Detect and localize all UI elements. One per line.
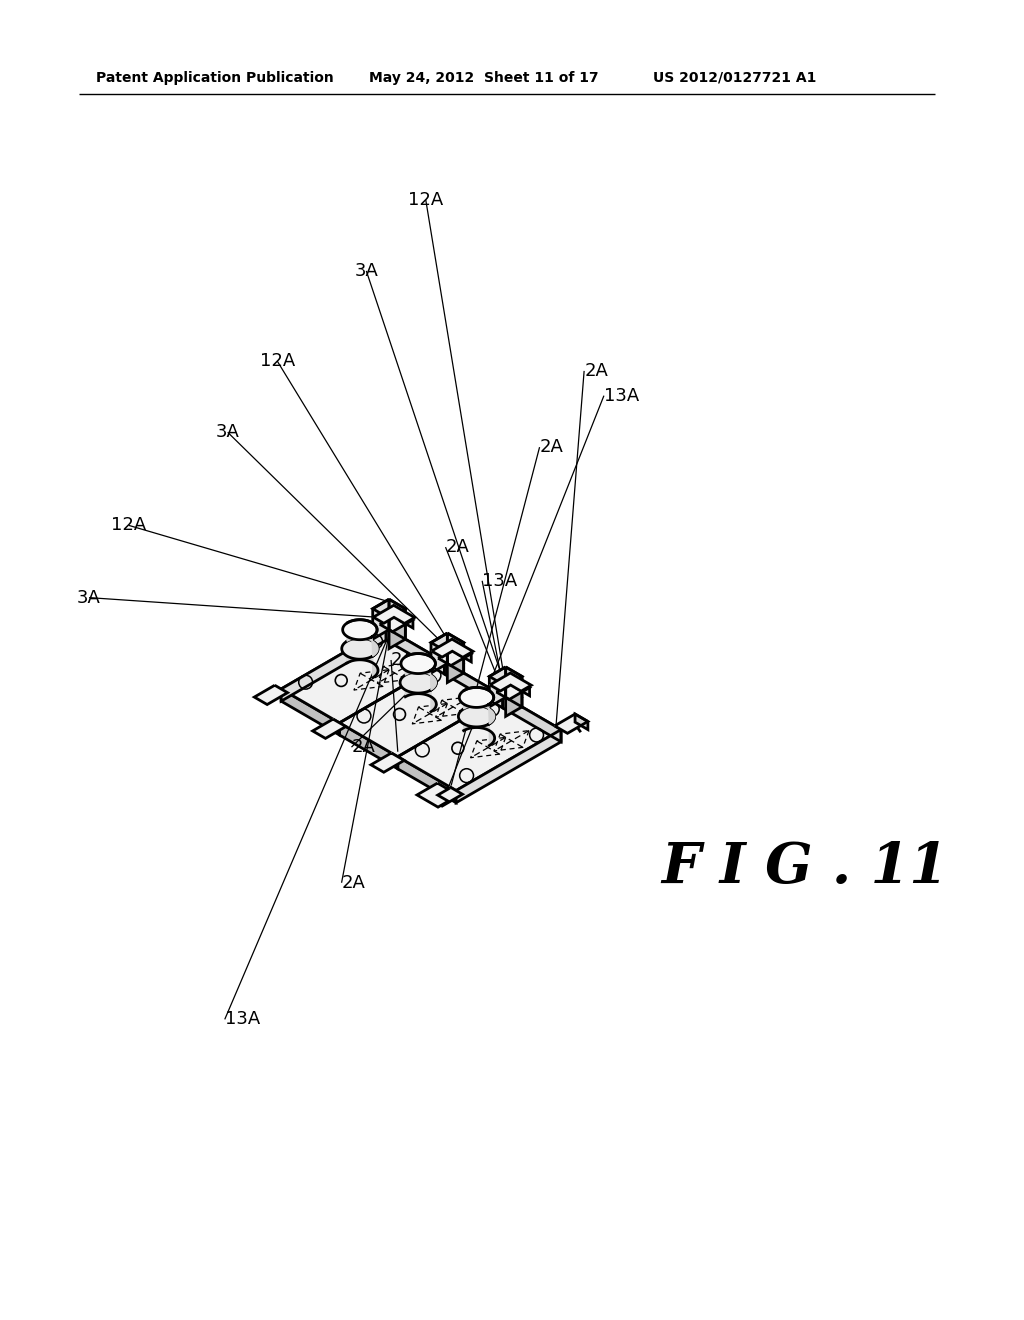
Polygon shape	[389, 609, 406, 648]
Polygon shape	[254, 685, 288, 705]
Polygon shape	[342, 638, 378, 659]
Polygon shape	[397, 756, 456, 803]
Text: 2A: 2A	[540, 438, 563, 457]
Polygon shape	[503, 696, 561, 742]
Polygon shape	[517, 680, 529, 696]
Text: 2A: 2A	[391, 651, 415, 669]
Polygon shape	[406, 653, 436, 690]
Text: 3A: 3A	[77, 589, 101, 607]
Text: 3A: 3A	[216, 424, 240, 441]
Polygon shape	[347, 638, 378, 677]
Polygon shape	[400, 672, 436, 693]
Text: US 2012/0127721 A1: US 2012/0127721 A1	[653, 71, 817, 84]
Polygon shape	[400, 612, 413, 628]
Polygon shape	[429, 787, 463, 807]
Polygon shape	[401, 653, 435, 673]
Polygon shape	[340, 723, 397, 768]
Polygon shape	[460, 688, 494, 708]
Text: 13A: 13A	[482, 572, 517, 590]
Polygon shape	[431, 634, 464, 652]
Text: 2A: 2A	[584, 362, 608, 380]
Polygon shape	[489, 673, 531, 692]
Polygon shape	[397, 696, 561, 791]
Text: 13A: 13A	[604, 387, 639, 405]
Polygon shape	[282, 628, 386, 701]
Text: May 24, 2012  Sheet 11 of 17: May 24, 2012 Sheet 11 of 17	[370, 71, 599, 84]
Polygon shape	[431, 634, 447, 673]
Polygon shape	[497, 680, 529, 700]
Polygon shape	[282, 689, 340, 735]
Polygon shape	[406, 672, 436, 711]
Polygon shape	[389, 599, 406, 639]
Polygon shape	[340, 661, 503, 756]
Polygon shape	[459, 706, 495, 727]
Text: 12A: 12A	[111, 516, 146, 535]
Text: 2A: 2A	[351, 738, 376, 756]
Polygon shape	[464, 706, 495, 746]
Text: 12A: 12A	[260, 352, 295, 370]
Polygon shape	[343, 619, 377, 640]
Polygon shape	[373, 599, 406, 618]
Polygon shape	[489, 667, 506, 708]
Text: 3A: 3A	[354, 261, 378, 280]
Polygon shape	[506, 676, 522, 717]
Polygon shape	[555, 714, 588, 734]
Polygon shape	[438, 647, 471, 665]
Text: 12A: 12A	[409, 190, 443, 209]
Polygon shape	[447, 634, 464, 673]
Polygon shape	[489, 667, 522, 686]
Polygon shape	[444, 661, 503, 708]
Polygon shape	[417, 783, 449, 807]
Text: Patent Application Publication: Patent Application Publication	[96, 71, 334, 84]
Polygon shape	[506, 667, 522, 708]
Polygon shape	[312, 719, 346, 738]
Polygon shape	[459, 647, 471, 661]
Text: F I G . 11: F I G . 11	[662, 841, 948, 895]
Polygon shape	[282, 628, 444, 723]
Text: 2A: 2A	[445, 539, 469, 556]
Polygon shape	[456, 730, 561, 803]
Polygon shape	[431, 639, 473, 657]
Polygon shape	[374, 606, 415, 623]
Polygon shape	[447, 643, 464, 682]
Polygon shape	[380, 612, 413, 632]
Polygon shape	[386, 628, 444, 675]
Polygon shape	[575, 714, 588, 730]
Polygon shape	[347, 619, 378, 656]
Text: 2A: 2A	[342, 874, 366, 892]
Polygon shape	[371, 752, 404, 772]
Polygon shape	[373, 599, 389, 639]
Text: 13A: 13A	[224, 1010, 260, 1028]
Polygon shape	[464, 688, 495, 723]
